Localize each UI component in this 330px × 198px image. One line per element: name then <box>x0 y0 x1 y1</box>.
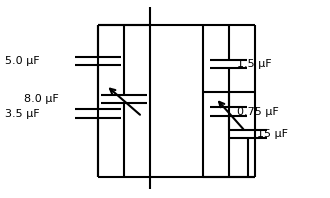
Text: 1.5 μF: 1.5 μF <box>237 59 272 69</box>
Text: 15 μF: 15 μF <box>257 129 288 139</box>
Text: 3.5 μF: 3.5 μF <box>5 109 39 119</box>
Text: 8.0 μF: 8.0 μF <box>24 94 59 104</box>
Text: 5.0 μF: 5.0 μF <box>5 56 39 66</box>
Text: 0.75 μF: 0.75 μF <box>237 107 279 117</box>
